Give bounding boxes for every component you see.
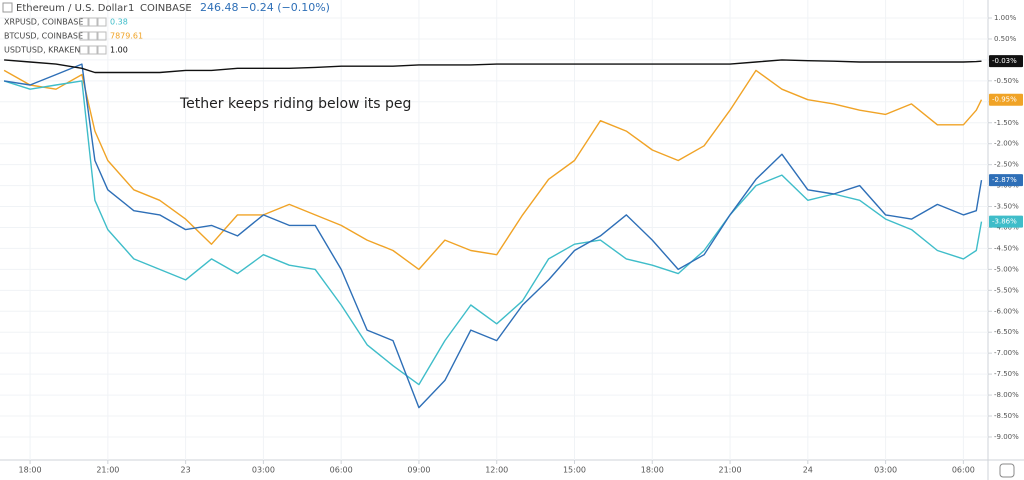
legend-button [97,17,107,27]
legend-button [97,31,107,41]
plot [3,59,983,409]
legend-button [88,31,98,41]
y-tick-label: 1.00% [994,14,1017,22]
x-tick-label: 09:00 [407,466,430,475]
legend-button [79,31,89,41]
last-value-badge [989,55,1023,68]
y-tick-label: -5.50% [994,286,1019,294]
last-value-label: -2.87% [992,176,1017,184]
legend-button [79,45,89,55]
legend-name: BTCUSD, COINBASE [4,32,83,41]
x-tick-label: 03:00 [874,466,897,475]
y-tick-label: -2.00% [994,140,1019,148]
y-tick-label: -9.00% [994,433,1019,441]
symbol-price: 246.48 [200,1,239,14]
y-tick-label: -2.50% [994,161,1019,169]
y-tick-label: -4.50% [994,244,1019,252]
last-value-label: -0.95% [992,96,1017,104]
y-tick-label: -8.50% [994,412,1019,420]
x-tick-label: 21:00 [719,466,742,475]
y-tick-label: -1.50% [994,119,1019,127]
y-tick-label: -7.50% [994,370,1019,378]
legend-name: USDTUSD, KRAKEN [4,46,80,55]
y-tick-label: -3.50% [994,203,1019,211]
x-tick-label: 23 [181,466,191,475]
x-tick-label: 18:00 [641,466,664,475]
symbol-change: −0.24 (−0.10%) [240,1,330,14]
annotation: Tether keeps riding below its peg [179,96,411,112]
legend-button [88,45,98,55]
x-tick-label: 12:00 [485,466,508,475]
legend-button [79,17,89,27]
y-tick-label: -0.50% [994,77,1019,85]
x-tick-label: 15:00 [563,466,586,475]
x-tick-label: 21:00 [96,466,119,475]
grid [0,0,988,460]
symbol-title: Ethereum / U.S. Dollar [16,3,128,14]
y-tick-label: -8.00% [994,391,1019,399]
y-tick-label: 0.50% [994,35,1017,43]
x-tick-label: 06:00 [330,466,353,475]
y-tick-label: -5.00% [994,265,1019,273]
legend-icon [2,2,13,13]
last-value-label: -0.03% [992,57,1017,65]
settings-icon[interactable] [999,463,1015,478]
y-tick-label: -6.50% [994,328,1019,336]
x-tick-label: 03:00 [252,466,275,475]
symbol-exchange: COINBASE [140,3,192,14]
last-value-badge [989,215,1023,228]
series-line [3,80,983,386]
x-tick-label: 18:00 [19,466,42,475]
symbol-interval: 1 [128,3,134,14]
y-tick-label: -7.00% [994,349,1019,357]
x-tick-label: 24 [803,466,813,475]
legend-button [88,17,98,27]
series-line [3,69,983,271]
series-line [3,63,983,409]
legend-button [97,45,107,55]
legend-name: XRPUSD, COINBASE [4,18,83,27]
legend-value: 7879.61 [110,32,143,41]
last-value-badge [989,174,1023,187]
y-tick-label: -6.00% [994,307,1019,315]
legend-value: 0.38 [110,18,128,27]
legend: Ethereum / U.S. Dollar 1 COINBASE 246.48… [2,1,330,55]
axes: 1.00%0.50%0.00%-0.50%-1.00%-1.50%-2.00%-… [19,14,1023,475]
x-tick-label: 06:00 [952,466,975,475]
series-line [4,59,982,74]
last-value-label: -3.86% [992,218,1017,226]
last-value-badge [989,93,1023,106]
legend-value: 1.00 [110,46,128,55]
